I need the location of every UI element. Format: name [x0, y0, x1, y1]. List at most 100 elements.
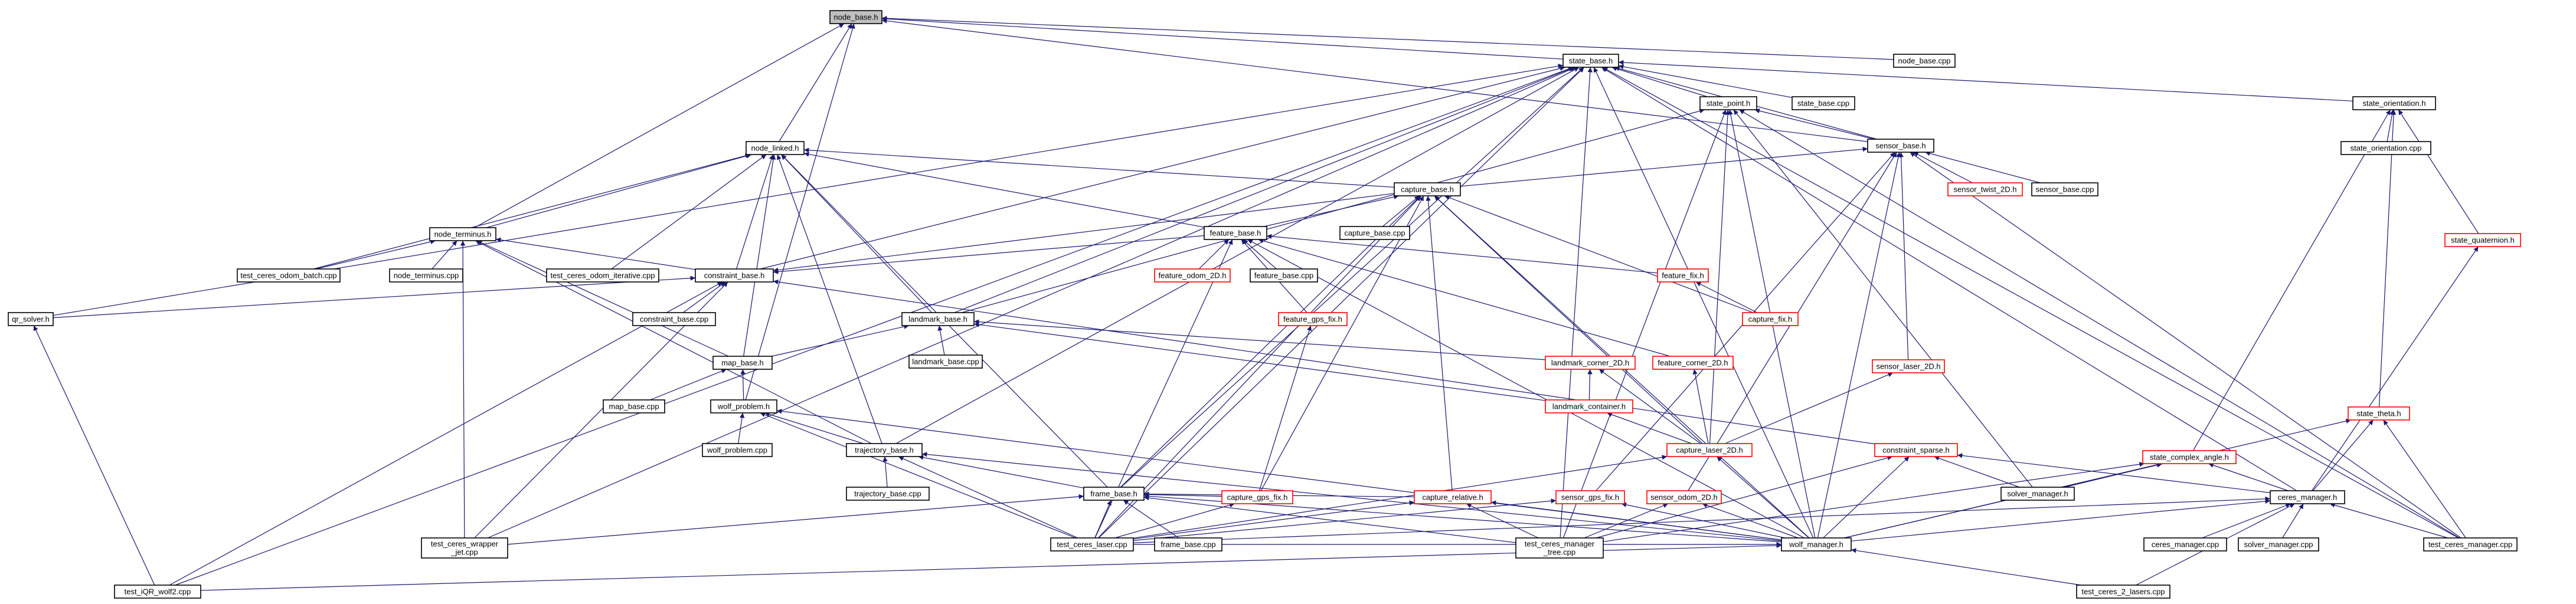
node-label: map_base.cpp [609, 402, 659, 411]
node-test-ceres-odom-batch-cpp[interactable]: test_ceres_odom_batch.cpp [237, 268, 341, 283]
node-capture-base-h[interactable]: capture_base.h [1394, 182, 1461, 196]
node-test-ceres-wrapper-jet-cpp[interactable]: test_ceres_wrapper_jet.cpp [421, 537, 508, 559]
node-constraint-base-cpp[interactable]: constraint_base.cpp [632, 312, 716, 326]
edge-test_ceres_laser_cpp-to-capture_gps_fix_h [1114, 503, 1235, 539]
node-feature-odom-2D-h[interactable]: feature_odom_2D.h [1154, 268, 1231, 283]
node-node-linked-h[interactable]: node_linked.h [746, 141, 805, 155]
edge-sensor_laser_2D_h-to-sensor_base_h [1898, 152, 1909, 360]
node-wolf-problem-h[interactable]: wolf_problem.h [710, 399, 777, 413]
node-landmark-container-h[interactable]: landmark_container.h [1545, 399, 1633, 413]
node-sensor-twist-2D-h[interactable]: sensor_twist_2D.h [1947, 182, 2023, 196]
node-label: test_ceres_odom_batch.cpp [240, 271, 336, 280]
node-test-ceres-manager-tree-cpp[interactable]: test_ceres_manager_tree.cpp [1515, 537, 1604, 559]
node-sensor-laser-2D-h[interactable]: sensor_laser_2D.h [1872, 359, 1945, 373]
edge-state_orientation_h-to-state_base_h [1618, 60, 2353, 101]
node-label: node_linked.h [751, 144, 799, 153]
node-label: wolf_manager.h [1789, 540, 1843, 549]
node-state-complex-angle-h[interactable]: state_complex_angle.h [2142, 450, 2237, 464]
node-feature-fix-h[interactable]: feature_fix.h [1657, 268, 1709, 283]
node-capture-fix-h[interactable]: capture_fix.h [1742, 312, 1799, 326]
node-state-theta-h[interactable]: state_theta.h [2348, 406, 2410, 421]
node-capture-laser-2D-h[interactable]: capture_laser_2D.h [1666, 443, 1753, 457]
edge-test_iQR_wolf2_cpp-to-state_base_h [175, 66, 1574, 586]
edge-capture_laser_2D_h-to-sensor_laser_2D_h [1724, 372, 1894, 444]
node-node-base-h[interactable]: node_base.h [829, 10, 882, 24]
edge-capture_gps_fix_h-to-frame_base_h [1143, 492, 1222, 497]
node-solver-manager-cpp[interactable]: solver_manager.cpp [2238, 537, 2319, 552]
node-label: test_ceres_laser.cpp [1057, 540, 1127, 549]
edge-test_ceres_manager_cpp-to-state_theta_h [2383, 419, 2466, 539]
node-sensor-odom-2D-h[interactable]: sensor_odom_2D.h [1646, 490, 1722, 504]
node-feature-base-cpp[interactable]: feature_base.cpp [1250, 268, 1318, 283]
node-state-base-h[interactable]: state_base.h [1562, 54, 1619, 68]
node-map-base-cpp[interactable]: map_base.cpp [603, 399, 665, 413]
node-sensor-base-h[interactable]: sensor_base.h [1867, 139, 1934, 153]
edge-solver_manager_h-to-state_point_h [1733, 109, 2033, 488]
node-constraint-sparse-h[interactable]: constraint_sparse.h [1874, 443, 1958, 457]
edge-feature_base_h-to-node_linked_h [803, 152, 1205, 228]
node-test-ceres-2-lasers-cpp[interactable]: test_ceres_2_lasers.cpp [2076, 585, 2170, 599]
edge-sensor_base_h-to-node_base_h [881, 18, 1868, 142]
node-trajectory-base-h[interactable]: trajectory_base.h [846, 443, 923, 457]
node-node-terminus-h[interactable]: node_terminus.h [429, 227, 496, 241]
node-frame-base-h[interactable]: frame_base.h [1083, 487, 1145, 501]
node-wolf-problem-cpp[interactable]: wolf_problem.cpp [702, 443, 773, 457]
node-landmark-base-h[interactable]: landmark_base.h [901, 312, 975, 326]
edge-constraint_base_h-to-node_terminus_h [495, 237, 696, 270]
node-capture-gps-fix-h[interactable]: capture_gps_fix.h [1221, 490, 1293, 504]
node-label: capture_gps_fix.h [1227, 493, 1288, 502]
node-landmark-corner-2D-h[interactable]: landmark_corner_2D.h [1545, 356, 1636, 370]
node-sensor-gps-fix-h[interactable]: sensor_gps_fix.h [1555, 490, 1625, 504]
node-label: feature_fix.h [1662, 271, 1704, 280]
node-node-base-cpp[interactable]: node_base.cpp [1893, 54, 1956, 68]
node-label: test_ceres_manager [1525, 540, 1595, 549]
node-constraint-base-h[interactable]: constraint_base.h [695, 268, 774, 283]
node-sensor-base-cpp[interactable]: sensor_base.cpp [2031, 182, 2098, 196]
node-feature-base-h[interactable]: feature_base.h [1204, 226, 1267, 240]
node-state-orientation-h[interactable]: state_orientation.h [2352, 96, 2436, 110]
node-trajectory-base-cpp[interactable]: trajectory_base.cpp [846, 487, 930, 501]
edge-capture_fix_h-to-feature_fix_h [1695, 281, 1758, 313]
node-test-ceres-manager-cpp[interactable]: test_ceres_manager.cpp [2423, 537, 2518, 552]
edge-feature_corner_2D_h-to-feature_base_h [1258, 238, 1671, 357]
node-qr-solver-h[interactable]: qr_solver.h [8, 312, 54, 326]
edge-test_ceres_2_lasers_cpp-to-wolf_manager_h [1851, 548, 2081, 586]
edge-landmark_container_h-to-landmark_corner_2D_h [1587, 369, 1593, 401]
edge-trajectory_base_h-to-node_linked_h [776, 154, 882, 444]
edge-wolf_manager_h-to-state_complex_angle_h [1843, 462, 2162, 539]
edge-trajectory_base_h-to-wolf_problem_h [764, 412, 864, 444]
node-test-ceres-laser-cpp[interactable]: test_ceres_laser.cpp [1050, 537, 1134, 552]
node-state-quaternion-h[interactable]: state_quaternion.h [2444, 233, 2521, 247]
node-node-terminus-cpp[interactable]: node_terminus.cpp [389, 268, 463, 283]
node-ceres-manager-h[interactable]: ceres_manager.h [2270, 490, 2345, 504]
edge-node_terminus_h-to-node_linked_h [486, 153, 752, 228]
node-frame-base-cpp[interactable]: frame_base.cpp [1154, 537, 1222, 552]
edge-wolf_manager_h-to-feature_base_h [1247, 239, 1804, 539]
node-wolf-manager-h[interactable]: wolf_manager.h [1781, 537, 1852, 552]
edge-solver_manager_cpp-to-ceres_manager_h [2282, 503, 2304, 539]
node-landmark-base-cpp[interactable]: landmark_base.cpp [908, 354, 983, 369]
node-ceres-manager-cpp[interactable]: ceres_manager.cpp [2143, 537, 2227, 552]
node-label: state_orientation.cpp [2351, 144, 2422, 153]
node-test-ceres-odom-iterative-cpp[interactable]: test_ceres_odom_iterative.cpp [546, 268, 659, 283]
node-capture-relative-h[interactable]: capture_relative.h [1414, 490, 1492, 504]
node-solver-manager-h[interactable]: solver_manager.h [2000, 487, 2075, 501]
node-state-base-cpp[interactable]: state_base.cpp [1792, 96, 1855, 110]
edge-test_ceres_laser_cpp-to-capture_base_h [1097, 195, 1422, 539]
edge-wolf_manager_h-to-ceres_manager_h [1851, 498, 2271, 541]
edge-test_ceres_odom_batch_cpp-to-node_terminus_h [316, 239, 436, 270]
node-state-point-h[interactable]: state_point.h [1699, 96, 1757, 110]
edge-ceres_manager_h-to-state_theta_h [2312, 419, 2374, 491]
node-feature-corner-2D-h[interactable]: feature_corner_2D.h [1652, 356, 1734, 370]
node-map-base-h[interactable]: map_base.h [712, 356, 773, 370]
node-capture-base-cpp[interactable]: capture_base.cpp [1339, 226, 1410, 240]
edge-wolf_manager_h-to-sensor_odom_2D_h [1702, 503, 1799, 539]
edge-node_base_cpp-to-node_base_h [881, 15, 1894, 60]
node-feature-gps-fix-h[interactable]: feature_gps_fix.h [1278, 312, 1348, 326]
node-label: feature_odom_2D.h [1159, 271, 1227, 280]
node-test-iQR-wolf2-cpp[interactable]: test_iQR_wolf2.cpp [114, 585, 201, 599]
edge-capture_fix_h-to-capture_base_h [1444, 195, 1754, 313]
node-state-orientation-cpp[interactable]: state_orientation.cpp [2340, 141, 2431, 155]
edge-map_base_h-to-node_linked_h [743, 154, 776, 357]
edge-feature_base_h-to-capture_base_h [1264, 194, 1399, 227]
